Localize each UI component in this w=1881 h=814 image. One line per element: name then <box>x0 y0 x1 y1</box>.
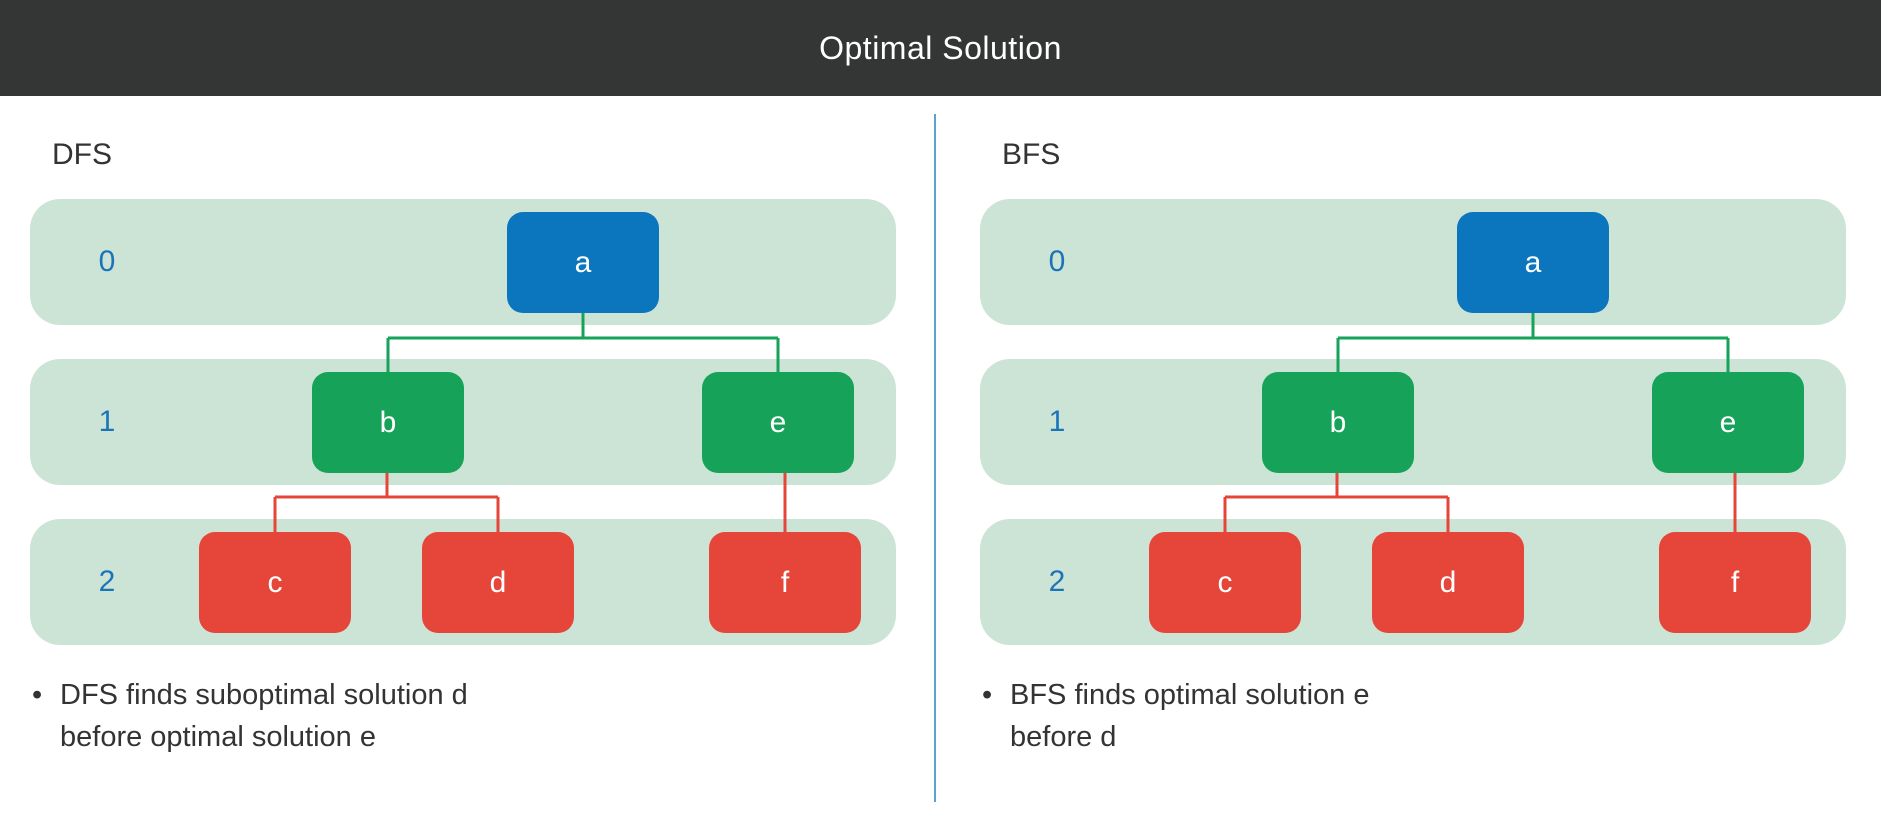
tree-edges <box>1223 313 1737 532</box>
edge-a-b-e <box>1336 313 1730 372</box>
level-0-band <box>30 199 896 325</box>
node-a: a <box>507 212 659 313</box>
node-f: f <box>1659 532 1811 633</box>
level-0-label: 0 <box>1048 245 1066 278</box>
node-f: f <box>709 532 861 633</box>
bfs-note-line-2: before d <box>1010 721 1117 753</box>
node-b: b <box>312 372 464 473</box>
dfs-note-line-1: DFS finds suboptimal solution d <box>60 679 468 711</box>
dfs-panel: DFS 0 1 2 a b e c d f • DFS finds subopt… <box>0 96 900 814</box>
page-title: Optimal Solution <box>819 29 1062 66</box>
level-1-label: 1 <box>1048 405 1066 438</box>
node-b: b <box>1262 372 1414 473</box>
node-a: a <box>1457 212 1609 313</box>
node-e: e <box>702 372 854 473</box>
level-2-label: 2 <box>1048 565 1066 598</box>
edge-b-c-d <box>273 473 500 532</box>
node-d: d <box>422 532 574 633</box>
dfs-note-line-2: before optimal solution e <box>60 721 376 753</box>
bfs-panel: BFS 0 1 2 a b e c d f • BFS finds optima… <box>950 96 1850 814</box>
bullet-dot: • <box>32 679 43 711</box>
edge-a-b-e <box>386 313 780 372</box>
panel-divider <box>934 114 936 802</box>
edge-b-c-d <box>1223 473 1450 532</box>
bfs-panel-title: BFS <box>1002 138 1061 171</box>
node-e: e <box>1652 372 1804 473</box>
level-0-label: 0 <box>98 245 116 278</box>
dfs-panel-title: DFS <box>52 138 112 171</box>
dfs-note: • DFS finds suboptimal solution d before… <box>32 674 468 758</box>
bfs-note: • BFS finds optimal solution e before d <box>982 674 1369 758</box>
bullet-dot: • <box>982 679 993 711</box>
tree-edges <box>273 313 787 532</box>
title-bar: Optimal Solution <box>0 0 1881 96</box>
level-1-label: 1 <box>98 405 116 438</box>
level-2-label: 2 <box>98 565 116 598</box>
node-d: d <box>1372 532 1524 633</box>
bfs-note-line-1: BFS finds optimal solution e <box>1010 679 1370 711</box>
level-0-band <box>980 199 1846 325</box>
node-c: c <box>1149 532 1301 633</box>
node-c: c <box>199 532 351 633</box>
